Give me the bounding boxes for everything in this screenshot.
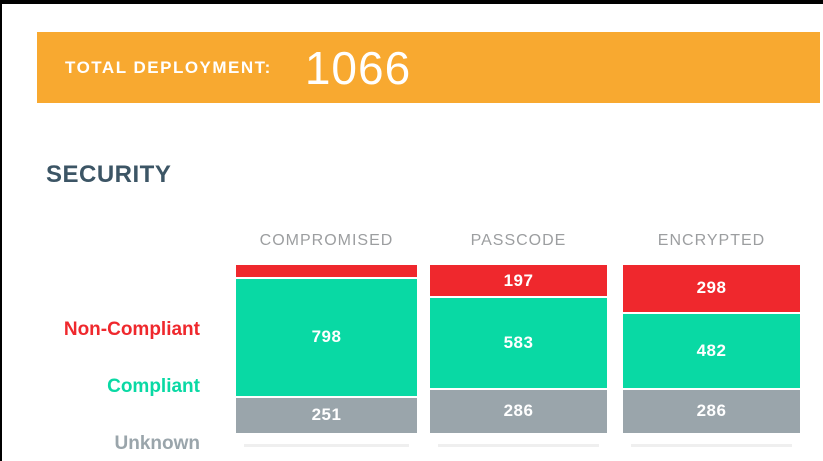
row-label-compliant: Compliant: [107, 376, 200, 397]
column-header-compromised: COMPROMISED: [259, 232, 394, 249]
bar-baseline-shadow: [631, 444, 792, 447]
section-title-security: SECURITY: [46, 161, 172, 188]
segment-value-label: 251: [311, 405, 342, 425]
segment-encrypted-unknown[interactable]: 286: [623, 387, 800, 433]
column-header-passcode: PASSCODE: [470, 232, 567, 249]
segment-value-label: 197: [503, 270, 534, 290]
bar-baseline-shadow: [438, 444, 599, 447]
security-stacked-bar-chart: Non-Compliant Compliant Unknown COMPROMISE…: [0, 220, 823, 461]
segment-value-label: 583: [503, 332, 534, 352]
segment-compromised-unknown[interactable]: 251: [236, 395, 417, 433]
stacked-bar-encrypted: 298 482 286: [623, 265, 800, 433]
segment-passcode-unknown[interactable]: 286: [430, 387, 607, 433]
total-deployment-banner: TOTAL DEPLOYMENT: 1066: [37, 32, 820, 103]
row-label-non-compliant: Non-Compliant: [63, 319, 200, 340]
window-border-left: [0, 0, 2, 461]
total-deployment-value: 1066: [304, 41, 412, 94]
window-border-top: [0, 0, 823, 4]
segment-value-label: 298: [696, 278, 727, 298]
stacked-bar-compromised: 798 251: [236, 265, 417, 433]
segment-passcode-compliant[interactable]: 583: [430, 296, 607, 388]
segment-value-label: 286: [696, 401, 727, 421]
segment-encrypted-compliant[interactable]: 482: [623, 311, 800, 388]
segment-compromised-non-compliant[interactable]: [236, 265, 417, 277]
stacked-bar-passcode: 197 583 286: [430, 265, 607, 433]
segment-passcode-non-compliant[interactable]: 197: [430, 265, 607, 297]
row-label-unknown: Unknown: [114, 433, 201, 454]
segment-encrypted-non-compliant[interactable]: 298: [623, 265, 800, 312]
segment-compromised-compliant[interactable]: 798: [236, 277, 417, 396]
segment-value-label: 286: [503, 401, 534, 421]
segment-value-label: 482: [696, 340, 727, 360]
bar-baseline-shadow: [244, 444, 409, 447]
total-deployment-label: TOTAL DEPLOYMENT:: [65, 57, 272, 77]
segment-value-label: 798: [311, 327, 342, 347]
column-header-encrypted: ENCRYPTED: [657, 232, 766, 249]
